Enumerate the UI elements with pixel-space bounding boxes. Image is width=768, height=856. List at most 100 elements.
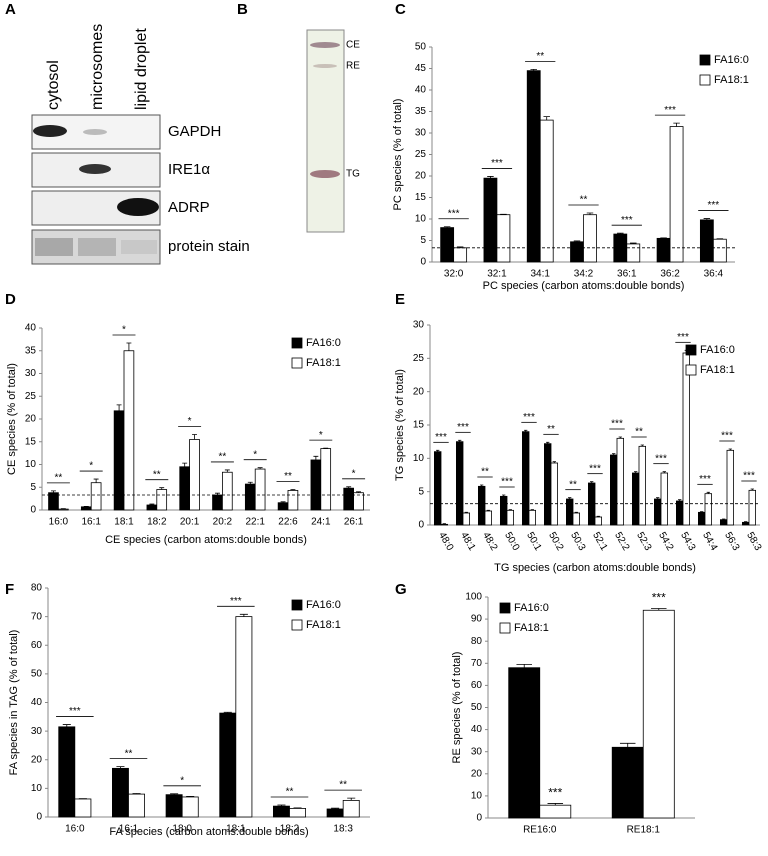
x-tick-label: 52:2 xyxy=(612,530,631,553)
legend-label: FA18:1 xyxy=(514,622,549,634)
error-bar xyxy=(568,497,572,499)
bar xyxy=(638,445,646,526)
error-bar xyxy=(630,242,637,244)
bar xyxy=(219,712,237,818)
error-bar xyxy=(247,481,253,485)
error-bar xyxy=(280,501,286,503)
bar xyxy=(179,466,190,511)
bar xyxy=(656,237,671,263)
x-tick-label: 18:1 xyxy=(114,517,134,528)
x-tick-label: 48:2 xyxy=(480,530,499,553)
legend-label: FA16:0 xyxy=(306,599,341,611)
bar xyxy=(440,523,448,526)
row-label: ADRP xyxy=(168,199,210,216)
band xyxy=(117,198,159,216)
y-tick-label: 10 xyxy=(31,783,43,794)
error-bar xyxy=(223,711,232,714)
significance: *** xyxy=(621,215,633,226)
error-bar xyxy=(456,246,464,248)
bar xyxy=(654,498,662,526)
legend-swatch xyxy=(291,599,303,611)
x-axis-label: PC species (carbon atoms:double bonds) xyxy=(483,280,685,292)
x-tick-label: 34:1 xyxy=(530,269,550,280)
significance: ** xyxy=(219,452,227,463)
panel-label: G xyxy=(395,581,407,598)
significance: *** xyxy=(611,419,623,430)
error-bar xyxy=(552,461,556,463)
x-tick-label: 22:6 xyxy=(278,517,298,528)
x-tick-label: 54:4 xyxy=(700,530,719,553)
x-tick-label: 32:1 xyxy=(487,269,507,280)
bar xyxy=(616,437,624,526)
legend-swatch xyxy=(699,74,711,86)
bar xyxy=(539,804,572,819)
x-tick-label: 34:2 xyxy=(574,269,594,280)
significance: *** xyxy=(501,477,513,488)
error-bar xyxy=(346,486,352,489)
bar xyxy=(165,794,183,818)
column-label: cytosol xyxy=(45,60,62,110)
error-bar xyxy=(640,444,644,447)
column-label: lipid droplet xyxy=(133,28,150,110)
error-bar xyxy=(436,449,440,452)
y-tick-label: 20 xyxy=(25,414,37,425)
error-bar xyxy=(634,471,638,473)
bar xyxy=(611,746,644,819)
y-tick-label: 50 xyxy=(471,702,483,713)
legend-label: FA16:0 xyxy=(306,337,341,349)
error-bar xyxy=(464,511,468,513)
bar xyxy=(58,508,69,511)
bar xyxy=(676,500,684,526)
bar xyxy=(189,439,200,511)
tlc-label: RE xyxy=(346,61,360,72)
bar xyxy=(669,126,684,263)
y-tick-label: 25 xyxy=(415,149,427,160)
bar xyxy=(484,510,492,526)
error-bar xyxy=(502,494,506,497)
significance: * xyxy=(319,430,323,441)
legend-swatch xyxy=(699,54,711,66)
bar xyxy=(74,798,92,818)
significance: * xyxy=(122,325,126,336)
x-tick-label: 50:0 xyxy=(502,530,521,553)
bar xyxy=(660,472,668,526)
error-bar xyxy=(93,478,99,483)
bar xyxy=(522,431,530,526)
error-bar xyxy=(573,240,581,242)
error-bar xyxy=(706,491,710,494)
blot xyxy=(31,114,161,265)
error-bar xyxy=(356,491,361,493)
x-tick-label: 52:1 xyxy=(590,530,609,553)
legend-label: FA18:1 xyxy=(700,364,735,376)
x-tick-label: 54:2 xyxy=(656,530,675,553)
legend-label: FA16:0 xyxy=(700,344,735,356)
y-tick-label: 35 xyxy=(25,345,37,356)
tlc-label: TG xyxy=(346,169,360,180)
y-tick-label: 5 xyxy=(420,235,426,246)
significance: *** xyxy=(548,786,562,800)
band xyxy=(78,238,116,256)
error-bar xyxy=(458,439,462,442)
y-tick-label: 5 xyxy=(418,486,424,497)
error-bar xyxy=(586,212,594,215)
error-bar xyxy=(651,608,667,611)
bar xyxy=(453,247,468,263)
bar xyxy=(112,767,129,818)
x-tick-label: 24:1 xyxy=(311,517,331,528)
y-tick-label: 20 xyxy=(415,171,427,182)
error-bar xyxy=(722,518,726,520)
y-tick-label: 5 xyxy=(30,482,36,493)
x-axis-label: CE species (carbon atoms:double bonds) xyxy=(105,534,307,546)
bar xyxy=(181,796,199,818)
y-tick-label: 10 xyxy=(471,791,483,802)
x-tick-label: 36:2 xyxy=(660,269,680,280)
y-tick-label: 35 xyxy=(415,106,427,117)
error-bar xyxy=(678,499,682,501)
x-tick-label: 16:0 xyxy=(65,824,85,835)
y-tick-label: 0 xyxy=(476,813,482,824)
significance: *** xyxy=(435,432,447,443)
y-tick-label: 15 xyxy=(413,420,425,431)
y-tick-label: 70 xyxy=(31,611,43,622)
bar xyxy=(146,504,158,511)
y-tick-label: 60 xyxy=(31,640,43,651)
